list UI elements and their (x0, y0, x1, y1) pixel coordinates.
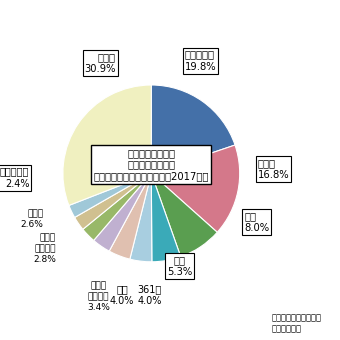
Text: 李寧
5.3%: 李寧 5.3% (167, 255, 192, 277)
Wedge shape (151, 85, 235, 173)
Text: ニュー
バランス
3.4%: ニュー バランス 3.4% (87, 281, 110, 312)
Wedge shape (69, 173, 151, 218)
Wedge shape (151, 173, 181, 262)
Text: ナイキ
16.8%: ナイキ 16.8% (257, 158, 289, 180)
Text: （出所）各種資料より
東洋証券作成: （出所）各種資料より 東洋証券作成 (272, 314, 322, 333)
Text: 中国スポーツ市場
ブランド別シェア
（シューズ、アパレル分野。2017年）: 中国スポーツ市場 ブランド別シェア （シューズ、アパレル分野。2017年） (94, 148, 209, 181)
Text: スケッ
チャーズ
2.8%: スケッ チャーズ 2.8% (33, 233, 56, 264)
Wedge shape (130, 173, 152, 262)
Wedge shape (75, 173, 151, 229)
Wedge shape (109, 173, 151, 259)
Text: 特歩
4.0%: 特歩 4.0% (110, 284, 134, 306)
Wedge shape (151, 145, 240, 232)
Text: その他
30.9%: その他 30.9% (84, 52, 116, 74)
Text: コンバース
2.4%: コンバース 2.4% (0, 167, 29, 189)
Wedge shape (151, 173, 217, 257)
Text: アディダス
19.8%: アディダス 19.8% (185, 49, 217, 72)
Wedge shape (94, 173, 151, 251)
Text: 安踏
8.0%: 安踏 8.0% (244, 211, 269, 233)
Wedge shape (83, 173, 151, 240)
Text: 361度
4.0%: 361度 4.0% (137, 284, 162, 306)
Wedge shape (63, 85, 151, 205)
Text: フィラ
2.6%: フィラ 2.6% (21, 209, 44, 230)
